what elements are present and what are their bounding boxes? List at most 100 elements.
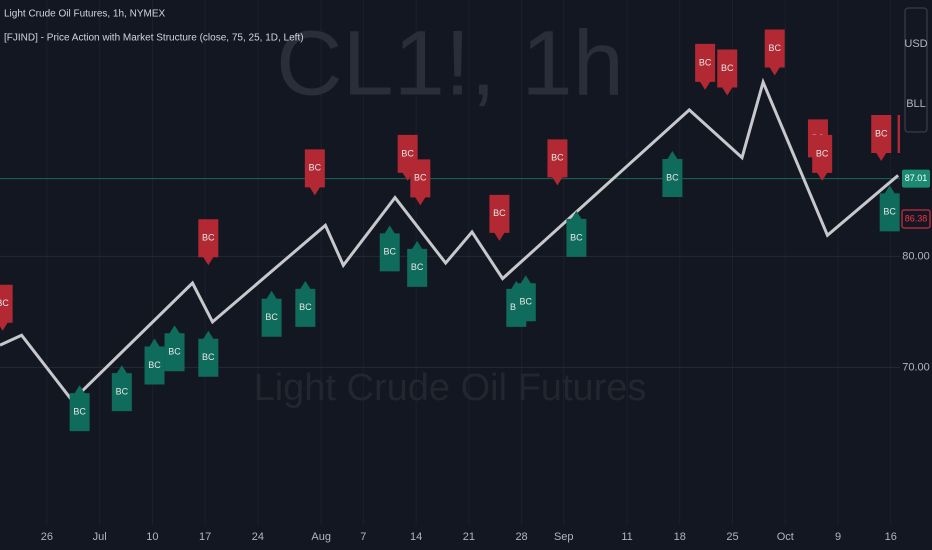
signal-text: BC (116, 387, 129, 397)
signal-text: BC (414, 173, 427, 183)
signal-label: BC (198, 219, 219, 266)
x-tick-label: Oct (777, 531, 794, 543)
price-scale: USD BLL 70.00 80.00 87.01 86.38 (900, 0, 932, 525)
x-tick-label: 24 (252, 531, 264, 543)
signal-text: BC (73, 407, 86, 417)
signal-marker (198, 219, 219, 266)
signal-marker (164, 325, 185, 372)
signal-marker (662, 150, 683, 197)
signal-text: BC (309, 163, 322, 173)
x-tick-label: Sep (554, 531, 574, 543)
signal-label: BC (695, 43, 716, 90)
zigzag-line (0, 77, 900, 403)
y-tick-label: 80.00 (902, 250, 930, 262)
y-tick-label: 70.00 (902, 361, 930, 373)
signal-text: BC (0, 298, 9, 308)
signal-label: BC (871, 114, 892, 161)
signal-text: BC (551, 153, 564, 163)
signal-label: BC (547, 139, 568, 186)
signal-label: BC (410, 159, 431, 206)
signal-text: BC (383, 247, 396, 257)
signal-text: BC (202, 352, 215, 362)
signal-label: BC (879, 185, 900, 232)
signal-marker (379, 225, 400, 272)
signal-marker (0, 284, 13, 331)
signal-text: BC (699, 57, 712, 67)
signal-text: BC (721, 63, 734, 73)
unit-box (904, 7, 928, 133)
indicator-title: [FJIND] - Price Action with Market Struc… (4, 33, 304, 44)
signal-label: BC (144, 338, 165, 385)
currency: USD (904, 38, 927, 50)
last-price-text: 87.01 (905, 173, 928, 183)
x-tick-label: 14 (410, 531, 422, 543)
signal-label: BC (764, 29, 785, 76)
watermark: CL1!, 1h (276, 12, 624, 114)
signal-marker (111, 365, 132, 412)
signal-label: BC (198, 330, 219, 377)
signal-marker (407, 240, 428, 287)
signal-label: BC (515, 275, 536, 322)
signal-label: BC (566, 210, 587, 257)
signal-marker (261, 290, 282, 337)
x-tick-label: 9 (835, 531, 841, 543)
signal-marker (198, 330, 219, 377)
signal-marker (304, 149, 325, 196)
signal-text: BC (570, 232, 583, 242)
signal-marker (871, 114, 892, 161)
x-tick-label: 21 (463, 531, 475, 543)
signal-marker (566, 210, 587, 257)
signal-label: BC (295, 280, 316, 327)
signal-label: BC (261, 290, 282, 337)
x-tick-label: 16 (885, 531, 897, 543)
signal-marker (144, 338, 165, 385)
signal-label: BC (662, 150, 683, 197)
last-price-tag (902, 169, 930, 188)
signal-label: BC (164, 325, 185, 372)
signal-text: BC (816, 148, 829, 158)
signal-label: BC (379, 225, 400, 272)
signal-marker (69, 385, 90, 432)
signal-text: BC (411, 262, 424, 272)
signal-label: BC (717, 49, 738, 96)
x-tick-label: 28 (515, 531, 527, 543)
time-axis-bg (0, 525, 932, 550)
signal-marker (695, 43, 716, 90)
signal-marker (547, 139, 568, 186)
x-tick-label: Jul (93, 531, 107, 543)
x-tick-label: 11 (621, 531, 632, 543)
signal-text: BC (148, 360, 161, 370)
x-tick-label: 17 (199, 531, 211, 543)
watermark-subtitle: Light Crude Oil Futures (254, 367, 647, 409)
signal-text: BC (401, 148, 414, 158)
signal-label: BC (111, 365, 132, 412)
signal-text: BC (666, 172, 679, 182)
secondary-price-tag (901, 209, 931, 229)
signal-text: BC (768, 43, 781, 53)
signal-text: BC (520, 297, 533, 307)
signal-marker (410, 159, 431, 206)
signal-text: BC (265, 312, 278, 322)
signal-label: BC (489, 194, 510, 241)
x-tick-label: 25 (726, 531, 738, 543)
chart-title: Light Crude Oil Futures, 1h, NYMEX (4, 9, 166, 20)
signal-text: BC (202, 233, 215, 243)
signal-marker (764, 29, 785, 76)
signal-marker (812, 134, 833, 181)
secondary-price-text: 86.38 (905, 213, 928, 223)
signal-label: BC (69, 385, 90, 432)
signal-text: BC (493, 208, 506, 218)
x-tick-label: 18 (674, 531, 686, 543)
signal-text: BC (875, 128, 888, 138)
x-tick-label: 26 (41, 531, 53, 543)
x-tick-label: 7 (360, 531, 366, 543)
signal-text: BC (299, 302, 312, 312)
signal-marker (879, 185, 900, 232)
signal-marker (717, 49, 738, 96)
unit: BLL (906, 98, 926, 110)
signal-text: BC (168, 347, 181, 357)
signal-marker (295, 280, 316, 327)
signal-label: BC (0, 284, 13, 331)
